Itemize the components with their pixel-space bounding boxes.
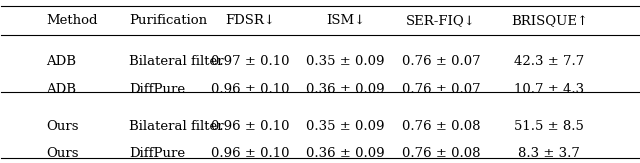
- Text: 0.76 ± 0.08: 0.76 ± 0.08: [402, 120, 481, 133]
- Text: DiffPure: DiffPure: [129, 148, 185, 160]
- Text: 0.36 ± 0.09: 0.36 ± 0.09: [306, 148, 385, 160]
- Text: 0.96 ± 0.10: 0.96 ± 0.10: [211, 120, 289, 133]
- Text: 0.76 ± 0.08: 0.76 ± 0.08: [402, 148, 481, 160]
- Text: 0.35 ± 0.09: 0.35 ± 0.09: [306, 120, 385, 133]
- Text: 10.7 ± 4.3: 10.7 ± 4.3: [515, 83, 584, 96]
- Text: 0.76 ± 0.07: 0.76 ± 0.07: [402, 55, 481, 68]
- Text: SER-FIQ↓: SER-FIQ↓: [406, 14, 476, 27]
- Text: Bilateral filter: Bilateral filter: [129, 120, 223, 133]
- Text: 0.36 ± 0.09: 0.36 ± 0.09: [306, 83, 385, 96]
- Text: 0.96 ± 0.10: 0.96 ± 0.10: [211, 83, 289, 96]
- Text: ISM↓: ISM↓: [326, 14, 365, 27]
- Text: 0.97 ± 0.10: 0.97 ± 0.10: [211, 55, 289, 68]
- Text: Ours: Ours: [46, 148, 79, 160]
- Text: BRISQUE↑: BRISQUE↑: [511, 14, 588, 27]
- Text: Method: Method: [46, 14, 97, 27]
- Text: Bilateral filter: Bilateral filter: [129, 55, 223, 68]
- Text: 0.96 ± 0.10: 0.96 ± 0.10: [211, 148, 289, 160]
- Text: ADB: ADB: [46, 55, 76, 68]
- Text: ADB: ADB: [46, 83, 76, 96]
- Text: DiffPure: DiffPure: [129, 83, 185, 96]
- Text: 0.35 ± 0.09: 0.35 ± 0.09: [306, 55, 385, 68]
- Text: 8.3 ± 3.7: 8.3 ± 3.7: [518, 148, 580, 160]
- Text: 0.76 ± 0.07: 0.76 ± 0.07: [402, 83, 481, 96]
- Text: 42.3 ± 7.7: 42.3 ± 7.7: [515, 55, 584, 68]
- Text: FDSR↓: FDSR↓: [225, 14, 275, 27]
- Text: Purification: Purification: [129, 14, 207, 27]
- Text: Ours: Ours: [46, 120, 79, 133]
- Text: 51.5 ± 8.5: 51.5 ± 8.5: [515, 120, 584, 133]
